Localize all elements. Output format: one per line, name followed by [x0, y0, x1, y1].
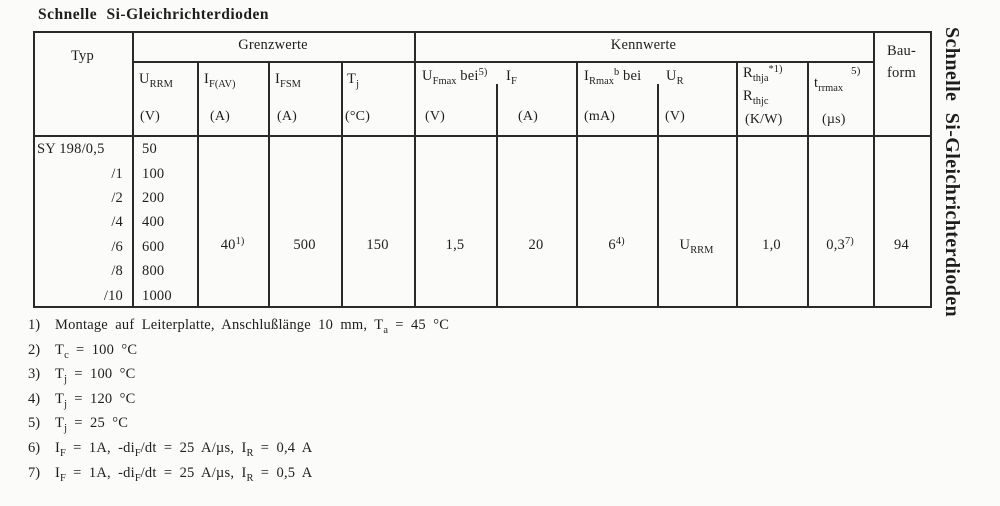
footnote: 6) IF = 1A, -diF/dt = 25 A/µs, IR = 0,4 A	[28, 440, 748, 465]
page-title: Schnelle Si-Gleichrichterdioden	[38, 6, 270, 23]
table-row-urrm: 1000	[142, 288, 172, 304]
column-header-bauform-line2: form	[887, 65, 916, 81]
merged-value-tj: 150	[366, 237, 389, 253]
table-row-typ: /4	[111, 214, 123, 230]
column-unit-trr: (µs)	[822, 112, 846, 127]
table-row-urrm: 400	[142, 214, 165, 230]
footnote: 5) Tj = 25 °C	[28, 415, 748, 440]
merged-value-if: 20	[528, 237, 544, 253]
column-symbol-trrmax: trrmax	[814, 75, 844, 94]
column-symbol-trrmax-footnote-marker: 5)	[851, 65, 861, 77]
merged-value-ifsm: 500	[293, 237, 316, 253]
column-symbol-urrm: URRM	[139, 71, 173, 90]
column-unit-ufmax: (V)	[425, 109, 446, 124]
table-row-urrm: 50	[142, 141, 157, 157]
footnote-marker: 2)	[28, 341, 41, 358]
column-unit-ifav: (A)	[210, 109, 231, 124]
table-grid-line	[576, 62, 578, 308]
footnote-marker: 1)	[28, 317, 41, 333]
diode-spec-table: Typ Grenzwerte Kennwerte Bau- form URRM …	[33, 31, 932, 308]
table-grid-line	[132, 61, 875, 63]
table-row-urrm: 600	[142, 239, 165, 255]
table-row-urrm: 200	[142, 190, 165, 206]
footnote-marker: 6)	[28, 439, 41, 456]
column-symbol-if: IF	[506, 68, 517, 87]
merged-value-irmax: 64)	[608, 235, 625, 253]
table-row-typ: SY 198/0,5	[37, 141, 105, 157]
table-grid-line	[657, 84, 659, 308]
footnote-marker: 3)	[28, 366, 41, 383]
table-row-typ: /1	[111, 166, 123, 182]
table-row-urrm: 800	[142, 263, 165, 279]
merged-value-ur: URRM	[679, 237, 714, 256]
footnotes: 1) Montage auf Leiterplatte, Anschlußläng…	[28, 317, 748, 489]
column-unit-rth: (K/W)	[745, 112, 783, 127]
table-grid-line	[873, 31, 875, 308]
footnote-text: IF = 1A, -diF/dt = 25 A/µs, IR = 0,5 A	[55, 464, 313, 484]
footnote: 2) Tc = 100 °C	[28, 342, 748, 367]
group-header-grenzwerte: Grenzwerte	[238, 37, 308, 53]
column-unit-irmax: (mA)	[584, 109, 616, 124]
table-outer-border	[33, 31, 932, 308]
table-grid-line	[268, 62, 270, 308]
footnote-marker: 4)	[28, 390, 41, 407]
footnote-text: Tj = 120 °C	[55, 390, 136, 410]
merged-value-ifav: 401)	[220, 235, 245, 253]
side-title-vertical: Schnelle Si-Gleichrichterdioden	[941, 27, 963, 318]
table-grid-line	[736, 62, 738, 308]
table-row-typ: /10	[103, 288, 123, 304]
table-row-typ: /2	[111, 190, 123, 206]
table-grid-line	[33, 135, 932, 137]
merged-value-rth: 1,0	[762, 237, 781, 253]
column-header-bauform-line1: Bau-	[887, 43, 916, 59]
merged-value-trr: 0,37)	[826, 235, 854, 253]
table-grid-line	[496, 84, 498, 308]
table-row-typ: /8	[111, 263, 123, 279]
column-symbol-irmax-bei: IRmaxb bei	[584, 66, 642, 87]
footnote: 4) Tj = 120 °C	[28, 391, 748, 416]
footnote-text: IF = 1A, -diF/dt = 25 A/µs, IR = 0,4 A	[55, 439, 313, 459]
column-unit-urrm: (V)	[140, 109, 161, 124]
table-grid-line	[414, 31, 416, 308]
column-symbol-ur: UR	[666, 68, 684, 87]
footnote-text: Tj = 100 °C	[55, 366, 136, 386]
column-symbol-ifav: IF(AV)	[204, 71, 236, 90]
column-unit-ifsm: (A)	[277, 109, 298, 124]
column-header-typ: Typ	[71, 48, 94, 64]
table-grid-line	[807, 62, 809, 308]
group-header-kennwerte: Kennwerte	[610, 37, 677, 53]
footnote-marker: 5)	[28, 415, 41, 432]
table-grid-line	[197, 62, 199, 308]
merged-value-ufmax: 1,5	[445, 237, 465, 253]
merged-value-bauform: 94	[894, 237, 909, 253]
table-grid-line	[341, 62, 343, 308]
column-symbol-tj: Tj	[347, 71, 359, 90]
footnote: 7) IF = 1A, -diF/dt = 25 A/µs, IR = 0,5 A	[28, 465, 748, 490]
footnote: 3) Tj = 100 °C	[28, 366, 748, 391]
column-symbol-ifsm: IFSM	[275, 71, 301, 90]
footnote-text: Tj = 25 °C	[55, 415, 129, 435]
column-unit-if: (A)	[518, 109, 539, 124]
column-symbol-rthjc: Rthjc	[743, 88, 769, 107]
column-unit-tj: (°C)	[345, 109, 371, 124]
column-symbol-rthja: Rthja*1)	[743, 63, 783, 84]
footnote-text: Montage auf Leiterplatte, Anschlußlänge …	[55, 317, 450, 336]
column-unit-ur: (V)	[665, 109, 686, 124]
table-grid-line	[132, 31, 134, 308]
footnote-text: Tc = 100 °C	[55, 341, 138, 361]
table-row-typ: /6	[111, 239, 123, 255]
table-row-urrm: 100	[142, 166, 165, 182]
column-symbol-ufmax-bei: UFmax bei5)	[422, 66, 488, 87]
footnote-marker: 7)	[28, 464, 41, 481]
footnote: 1) Montage auf Leiterplatte, Anschlußläng…	[28, 317, 748, 342]
